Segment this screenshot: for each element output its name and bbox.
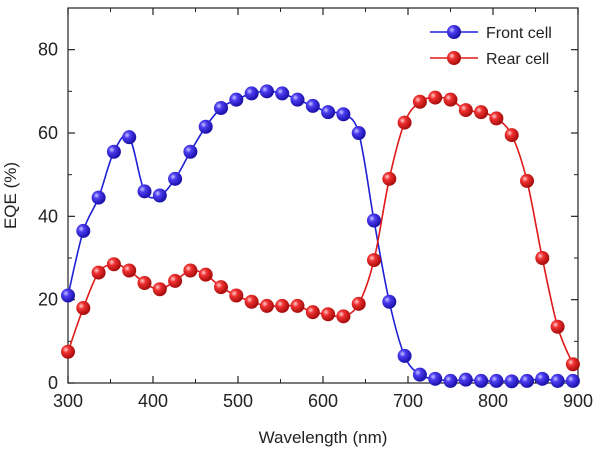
data-point [489, 111, 504, 126]
series-front-cell [61, 84, 580, 389]
data-point [458, 372, 473, 387]
series-line [67, 90, 573, 383]
data-point [321, 307, 336, 322]
legend-label: Front cell [486, 25, 552, 42]
data-point [259, 84, 274, 99]
x-axis-title: Wavelength (nm) [259, 428, 388, 447]
x-tick-label: 900 [563, 391, 593, 411]
data-point [214, 101, 228, 115]
data-point [244, 86, 259, 101]
data-point [290, 92, 305, 107]
data-point [275, 298, 290, 313]
data-point [565, 357, 580, 372]
data-point [351, 126, 366, 140]
data-point [198, 267, 213, 282]
data-point [321, 105, 336, 120]
data-point [443, 92, 458, 107]
data-point [550, 373, 565, 388]
data-point [474, 373, 489, 388]
data-point [137, 184, 152, 199]
data-point [336, 309, 351, 324]
data-point [504, 128, 519, 143]
legend-label: Rear cell [486, 51, 549, 68]
data-point [305, 98, 320, 113]
data-point [535, 371, 550, 386]
data-point [504, 374, 519, 389]
data-point [168, 171, 183, 186]
y-tick-label: 20 [38, 290, 58, 310]
data-point [458, 103, 473, 118]
data-point [229, 92, 244, 107]
data-point [106, 257, 121, 272]
data-point [520, 173, 534, 188]
data-point [91, 190, 106, 205]
data-point [336, 107, 351, 122]
x-tick-label: 300 [53, 391, 83, 411]
data-point [229, 288, 244, 303]
series-rear-cell [61, 90, 580, 372]
legend-marker [447, 25, 461, 39]
data-point [443, 373, 458, 388]
data-point [259, 298, 274, 313]
data-point [520, 373, 534, 388]
data-point [397, 115, 412, 130]
legend-marker [447, 51, 461, 65]
x-tick-label: 400 [138, 391, 168, 411]
data-point [198, 119, 213, 134]
data-point [428, 90, 443, 105]
y-tick-label: 60 [38, 123, 58, 143]
y-tick-label: 80 [38, 40, 58, 60]
data-point [137, 276, 152, 290]
data-point [367, 253, 381, 268]
data-point [550, 319, 565, 334]
data-point [61, 288, 75, 303]
data-point [565, 373, 580, 388]
y-tick-label: 40 [38, 206, 58, 226]
data-point [122, 130, 137, 145]
legend-entry: Front cell [430, 25, 552, 42]
x-tick-label: 800 [478, 391, 508, 411]
data-point [351, 296, 366, 311]
x-tick-label: 700 [393, 391, 423, 411]
data-point [275, 86, 290, 101]
data-point [214, 280, 228, 295]
data-point [244, 294, 259, 309]
data-point [290, 298, 305, 313]
data-point [183, 263, 198, 278]
data-point [412, 367, 427, 382]
data-point [183, 144, 198, 159]
data-point [168, 273, 183, 288]
data-point [412, 94, 427, 109]
x-tick-label: 500 [223, 391, 253, 411]
data-point [489, 373, 504, 388]
data-point [61, 344, 75, 359]
data-point [474, 105, 489, 120]
data-point [305, 305, 320, 320]
data-point [367, 213, 381, 228]
data-point [152, 188, 167, 203]
data-point [428, 371, 443, 386]
data-point [76, 301, 91, 315]
data-point [91, 265, 106, 280]
data-point [152, 282, 167, 297]
data-point [122, 263, 137, 278]
data-point [76, 223, 91, 238]
x-tick-label: 600 [308, 391, 338, 411]
series-line [67, 96, 574, 365]
y-tick-label: 0 [48, 373, 58, 393]
data-point [382, 171, 397, 186]
data-point [106, 144, 121, 159]
data-point [382, 294, 397, 309]
data-point [397, 348, 412, 363]
y-axis-title: EQE (%) [1, 162, 20, 229]
legend-entry: Rear cell [430, 51, 549, 68]
data-point [535, 251, 550, 265]
